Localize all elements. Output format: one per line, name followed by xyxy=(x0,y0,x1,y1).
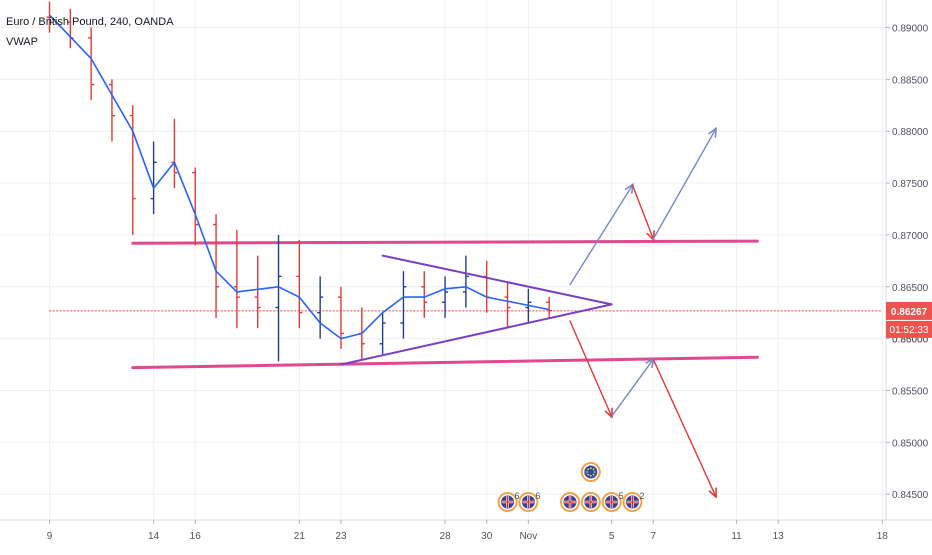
bearish-scenario-down-1[interactable] xyxy=(569,320,612,416)
resistance-line[interactable] xyxy=(131,239,759,245)
x-tick-label: 13 xyxy=(773,531,785,542)
candle[interactable] xyxy=(296,240,303,329)
candle[interactable] xyxy=(88,27,95,101)
y-tick-label: 0.84500 xyxy=(892,490,929,501)
event-marker-uk[interactable] xyxy=(560,492,580,512)
bullish-scenario-up-1[interactable] xyxy=(569,185,633,286)
countdown-tag xyxy=(886,320,932,338)
candle[interactable] xyxy=(129,105,136,235)
y-tick-label: 0.88000 xyxy=(892,127,929,138)
bullish-scenario-up-2[interactable] xyxy=(652,129,715,240)
x-tick-label: 14 xyxy=(148,531,160,542)
candle[interactable] xyxy=(317,276,324,339)
event-count: 2 xyxy=(639,491,644,501)
x-axis[interactable]: 9 14 16 21 23 28 30 Nov 5 7 11 13 18 xyxy=(47,520,889,542)
event-marker-uk[interactable] xyxy=(580,492,601,512)
event-count: 5 xyxy=(619,491,624,501)
price-tags: 0.86000 0.86267 01:52:33 xyxy=(886,301,932,346)
current-price-label: 0.86267 xyxy=(891,307,928,318)
x-tick-label: 28 xyxy=(440,531,452,542)
candle[interactable] xyxy=(254,255,261,329)
y-tick-label: 0.87000 xyxy=(892,231,929,242)
x-tick-label: 7 xyxy=(650,531,656,542)
drawings-front[interactable] xyxy=(339,129,716,496)
event-count: 6 xyxy=(515,491,520,501)
eu-flag-star xyxy=(593,471,596,473)
countdown-label: 01:52:33 xyxy=(890,325,929,336)
x-tick-label: Nov xyxy=(519,531,537,542)
x-tick-label: 18 xyxy=(877,531,889,542)
chart-title[interactable]: Euro / British Pound, 240, OANDA xyxy=(6,16,174,28)
candle[interactable] xyxy=(421,271,428,318)
event-marker-uk[interactable]: 2 xyxy=(622,491,644,512)
plot-background xyxy=(0,0,886,520)
candle[interactable] xyxy=(150,141,157,215)
indicator-label[interactable]: VWAP xyxy=(6,36,38,48)
event-count: 6 xyxy=(535,491,540,501)
eu-flag-star xyxy=(592,473,595,476)
event-marker-uk[interactable]: 5 xyxy=(601,491,624,512)
y-tick-label: 0.86000 xyxy=(892,335,929,346)
bullish-pullback[interactable] xyxy=(631,184,654,239)
chart-legend: Euro / British Pound, 240, OANDA VWAP xyxy=(6,12,174,52)
y-tick-label-hidden: 0.86000 xyxy=(892,335,929,346)
event-marker-uk[interactable]: 6 xyxy=(497,491,520,512)
x-tick-label: 30 xyxy=(481,531,493,542)
candle[interactable] xyxy=(275,234,282,362)
x-tick-label: 23 xyxy=(335,531,347,542)
candle[interactable] xyxy=(442,276,449,318)
candle[interactable] xyxy=(192,167,199,246)
time-axis-background xyxy=(0,520,932,550)
event-marker-eu[interactable] xyxy=(580,462,601,482)
candle[interactable] xyxy=(546,297,553,318)
x-tick-label: 21 xyxy=(294,531,306,542)
eu-flag-star xyxy=(586,471,588,473)
y-tick-label: 0.85500 xyxy=(892,386,929,397)
candle[interactable] xyxy=(462,255,469,308)
vwap-layer xyxy=(48,14,550,340)
event-marker-uk[interactable]: 6 xyxy=(518,491,540,512)
y-tick-label: 0.85000 xyxy=(892,438,929,449)
eu-flag-star xyxy=(589,474,592,477)
candle[interactable] xyxy=(233,229,240,329)
x-tick-label: 5 xyxy=(609,531,615,542)
x-tick-label: 11 xyxy=(731,531,742,542)
eu-flag-star xyxy=(587,468,590,471)
candle[interactable] xyxy=(46,1,53,33)
candle[interactable] xyxy=(108,79,115,142)
candle[interactable] xyxy=(213,214,220,318)
bearish-scenario-down-2[interactable] xyxy=(652,358,715,496)
y-axis[interactable]: 0.89000 0.88500 0.88000 0.87500 0.87000 0.865… xyxy=(886,24,929,502)
candle[interactable] xyxy=(400,271,407,339)
grid xyxy=(0,0,886,520)
candle[interactable] xyxy=(379,312,386,355)
y-tick-label: 0.89000 xyxy=(892,24,929,35)
triangle-lower-line[interactable] xyxy=(339,303,613,366)
events[interactable]: 6 6 5 2 xyxy=(497,462,645,512)
eu-flag-star xyxy=(587,473,590,476)
candle[interactable] xyxy=(504,281,511,329)
eu-flag-star xyxy=(592,468,595,471)
y-tick-label: 0.88500 xyxy=(892,75,929,86)
y-tick-label: 0.86500 xyxy=(892,283,929,294)
current-price-tag xyxy=(886,301,932,320)
triangle-upper-line[interactable] xyxy=(381,254,613,306)
price-axis-background xyxy=(886,0,932,550)
bearish-retest[interactable] xyxy=(610,359,654,418)
eu-flag-star xyxy=(589,467,592,470)
y-tick-label: 0.87500 xyxy=(892,179,929,190)
x-tick-label: 9 xyxy=(47,531,53,542)
vwap-line xyxy=(48,14,550,340)
candles[interactable] xyxy=(46,1,553,362)
x-tick-label: 16 xyxy=(190,531,202,542)
